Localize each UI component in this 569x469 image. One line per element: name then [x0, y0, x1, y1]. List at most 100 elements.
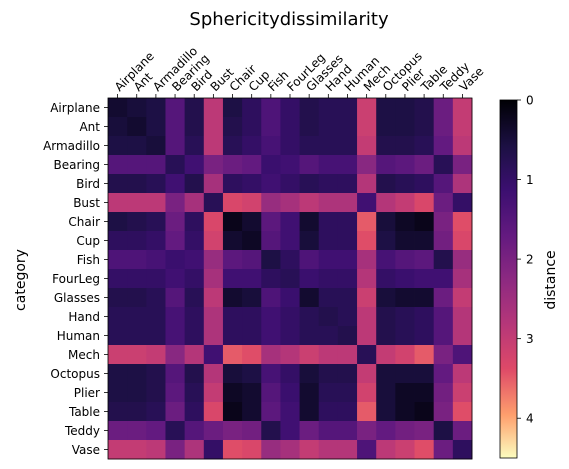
heatmap-cell: [146, 402, 166, 422]
heatmap-cell: [280, 250, 300, 270]
heatmap-cell: [127, 440, 147, 460]
heatmap-cell: [242, 307, 262, 327]
heatmap-cell: [357, 364, 377, 384]
heatmap-cell: [337, 364, 358, 384]
colorbar-gradient: [499, 99, 518, 459]
heatmap-cell: [414, 174, 435, 194]
heatmap-cell: [108, 136, 128, 156]
heatmap-cell: [395, 421, 415, 441]
heatmap-cell: [318, 288, 339, 308]
heatmap-cell: [376, 383, 396, 403]
heatmap-cell: [337, 307, 358, 327]
heatmap-cell: [414, 421, 435, 441]
heatmap-cell: [433, 383, 454, 403]
heatmap-cell: [395, 250, 415, 270]
heatmap-cell: [299, 345, 320, 365]
colorbar-tick-label: 1: [526, 173, 534, 187]
heatmap-cell: [203, 193, 224, 213]
heatmap-cell: [433, 307, 454, 327]
heatmap-cell: [261, 98, 281, 118]
heatmap-cell: [318, 136, 339, 156]
heatmap-cell: [146, 364, 166, 384]
heatmap-cell: [165, 364, 186, 384]
heatmap-cell: [414, 155, 435, 175]
heatmap-cell: [222, 345, 243, 365]
y-tick-label: Hand: [68, 310, 100, 324]
heatmap-cell: [146, 440, 166, 460]
heatmap-cell: [203, 174, 224, 194]
heatmap-cell: [433, 364, 454, 384]
heatmap-cell: [165, 98, 186, 118]
heatmap-cell: [357, 231, 377, 251]
heatmap-cell: [318, 326, 339, 346]
heatmap-cell: [299, 98, 320, 118]
heatmap-cell: [280, 383, 300, 403]
heatmap-cell: [318, 364, 339, 384]
y-tick-label: Cup: [76, 234, 100, 248]
y-tick-labels: Airplane Ant Armadillo Bearing Bird Bust Chair…: [43, 101, 108, 457]
heatmap-cell: [357, 155, 377, 175]
heatmap-cell: [280, 174, 300, 194]
heatmap-cell: [376, 174, 396, 194]
heatmap-cell: [184, 117, 205, 137]
heatmap-cell: [299, 212, 320, 232]
y-tick-label: Fish: [77, 253, 100, 267]
heatmap-cell: [414, 402, 435, 422]
heatmap-cell: [433, 193, 454, 213]
heatmap-cell: [318, 307, 339, 327]
heatmap-cell: [108, 212, 128, 232]
heatmap-cell: [433, 250, 454, 270]
heatmap-cell: [395, 212, 415, 232]
heatmap-cell: [318, 212, 339, 232]
heatmap-cell: [242, 269, 262, 289]
heatmap-cell: [242, 136, 262, 156]
heatmap-cell: [395, 117, 415, 137]
heatmap-cell: [337, 288, 358, 308]
heatmap-cell: [280, 307, 300, 327]
heatmap-cell: [184, 98, 205, 118]
heatmap-cell: [184, 174, 205, 194]
heatmap-cell: [452, 364, 473, 384]
heatmap-cell: [222, 212, 243, 232]
heatmap-cell: [127, 136, 147, 156]
heatmap-cell: [165, 345, 186, 365]
heatmap-cell: [452, 440, 473, 460]
heatmap-cell: [395, 193, 415, 213]
heatmap-cell: [108, 98, 128, 118]
heatmap-cell: [452, 421, 473, 441]
heatmap-cell: [203, 136, 224, 156]
heatmap-cell: [395, 98, 415, 118]
heatmap-cell: [452, 193, 473, 213]
heatmap-cell: [127, 383, 147, 403]
heatmap-cell: [280, 421, 300, 441]
heatmap-cell: [242, 155, 262, 175]
heatmap-cell: [184, 288, 205, 308]
y-tick-label: Plier: [74, 386, 100, 400]
heatmap-cell: [203, 383, 224, 403]
heatmap-cell: [395, 326, 415, 346]
heatmap-cell: [299, 307, 320, 327]
heatmap-cell: [242, 193, 262, 213]
heatmap-cell: [184, 212, 205, 232]
x-tick-labels: AirplaneAntArmadilloBearingBirdBustChair…: [112, 44, 487, 98]
heatmap-cell: [357, 136, 377, 156]
heatmap-cell: [242, 288, 262, 308]
heatmap-cell: [146, 212, 166, 232]
heatmap-cell: [222, 174, 243, 194]
heatmap-cell: [165, 212, 186, 232]
heatmap-cell: [433, 174, 454, 194]
heatmap-cell: [127, 212, 147, 232]
heatmap-cell: [165, 307, 186, 327]
heatmap-cell: [242, 98, 262, 118]
colorbar-tick-label: 4: [526, 412, 534, 426]
y-tick-label: Octopus: [50, 367, 100, 381]
heatmap-cell: [203, 155, 224, 175]
heatmap-cell: [222, 231, 243, 251]
heatmap-cell: [146, 383, 166, 403]
heatmap-cell: [318, 345, 339, 365]
heatmap-cell: [452, 307, 473, 327]
heatmap-cell: [127, 269, 147, 289]
heatmap-cell: [433, 155, 454, 175]
heatmap-cell: [222, 250, 243, 270]
heatmap-cells: [108, 98, 473, 460]
